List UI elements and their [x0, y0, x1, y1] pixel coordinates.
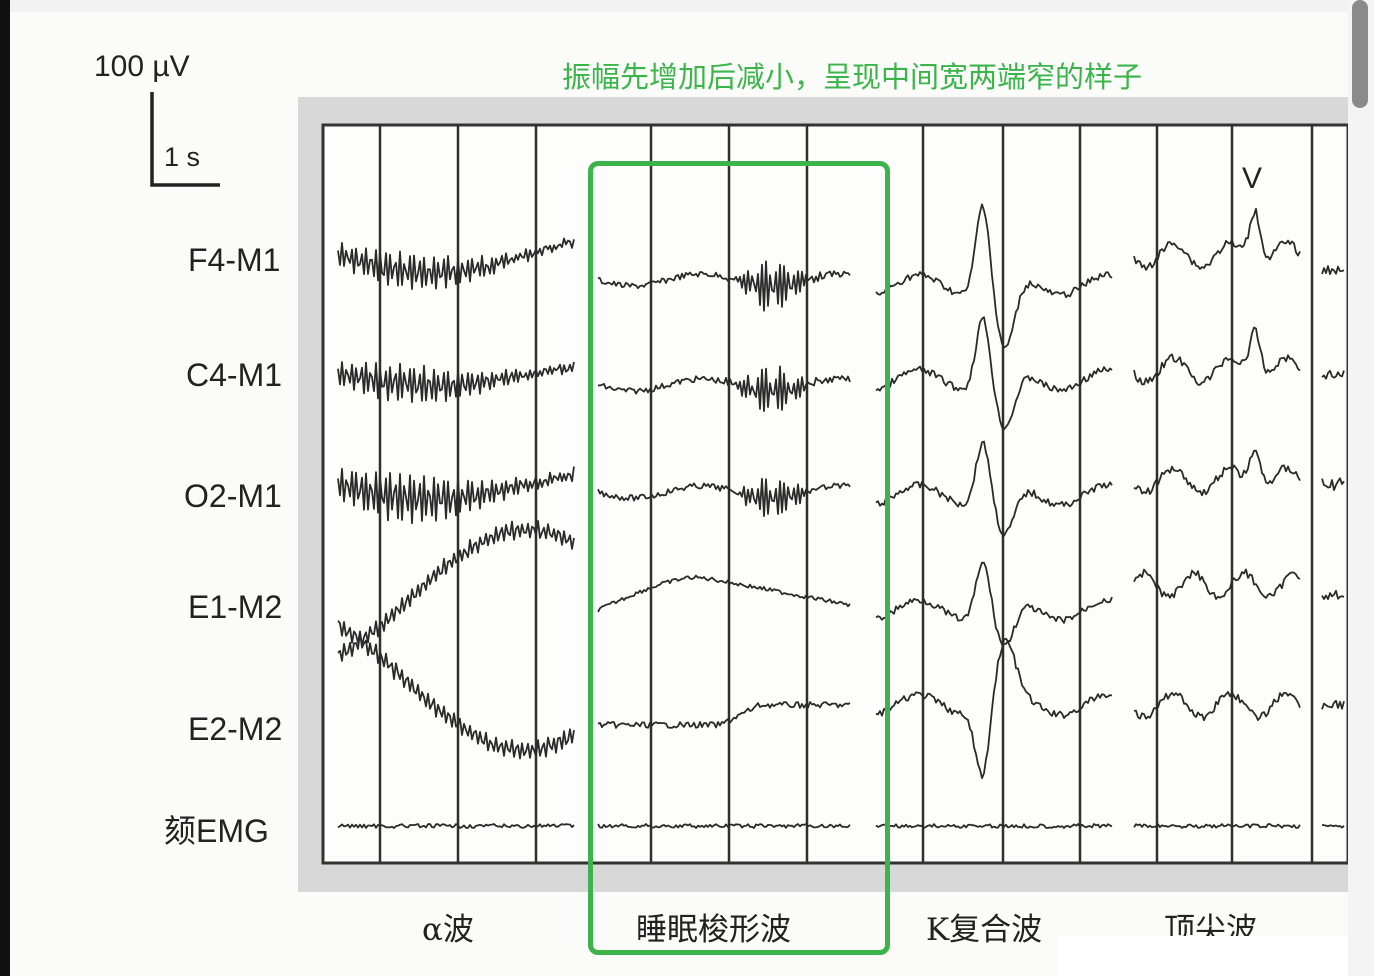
left-edge-strip	[0, 0, 10, 976]
trace-emg-3	[1133, 823, 1301, 829]
trace-edge-5	[1321, 699, 1345, 710]
spindle-highlight-box	[588, 161, 890, 955]
trace-emg-2	[875, 823, 1113, 829]
bottom-cutoff	[1058, 936, 1348, 976]
trace-f4-spindle	[597, 260, 851, 312]
trace-c4-kcomplex	[875, 316, 1113, 431]
trace-o2-kcomplex	[875, 440, 1113, 537]
vertex-marker: V	[1242, 162, 1263, 195]
trace-o2-vertex	[1133, 449, 1301, 497]
scrollbar-thumb[interactable]	[1352, 0, 1368, 108]
channel-label-emg: 颏EMG	[164, 813, 269, 849]
scrollbar-track[interactable]	[1348, 0, 1374, 976]
section-label-alpha: α波	[422, 912, 474, 948]
trace-emg-1	[597, 823, 851, 829]
trace-o2-alpha	[337, 466, 575, 525]
trace-f4-alpha	[337, 237, 575, 290]
top-band	[10, 0, 1350, 12]
trace-c4-alpha	[337, 361, 575, 403]
trace-emg-4	[1321, 823, 1345, 829]
section-label-k-complex: K复合波	[926, 912, 1043, 948]
eeg-traces	[337, 203, 1345, 829]
trace-c4-spindle	[597, 365, 851, 412]
trace-edge-4	[1321, 589, 1345, 600]
scale-bar	[150, 92, 220, 187]
trace-e1-kcomplex	[875, 561, 1113, 646]
channel-label-c4: C4-M1	[186, 357, 283, 393]
channel-label-e2: E2-M2	[188, 711, 283, 747]
trace-e2-alpha	[337, 620, 575, 760]
trace-e2-spindle	[597, 701, 851, 729]
trace-e2-kcomplex	[875, 637, 1113, 779]
trace-edge-2	[1321, 369, 1345, 380]
trace-edge-1	[1321, 265, 1345, 275]
trace-c4-vertex	[1133, 326, 1301, 386]
trace-edge-3	[1321, 477, 1345, 491]
channel-label-o2: O2-M1	[184, 478, 282, 514]
scale-time-label: 1 s	[164, 142, 201, 172]
channel-label-f4: F4-M1	[188, 242, 281, 278]
annotation-text: 振幅先增加后减小，呈现中间宽两端窄的样子	[562, 60, 1143, 94]
channel-label-e1: E1-M2	[188, 589, 283, 625]
trace-e1-alpha	[337, 520, 575, 662]
trace-f4-kcomplex	[875, 203, 1113, 349]
trace-emg-0	[337, 823, 575, 829]
section-label-spindle: 睡眠梭形波	[636, 912, 791, 948]
trace-e1-spindle	[597, 574, 851, 613]
trace-e1-vertex	[1133, 568, 1301, 600]
scale-amplitude-label: 100 µV	[94, 50, 190, 83]
trace-e2-vertex	[1133, 691, 1301, 722]
trace-o2-spindle	[597, 477, 851, 517]
trace-f4-vertex	[1133, 207, 1301, 271]
